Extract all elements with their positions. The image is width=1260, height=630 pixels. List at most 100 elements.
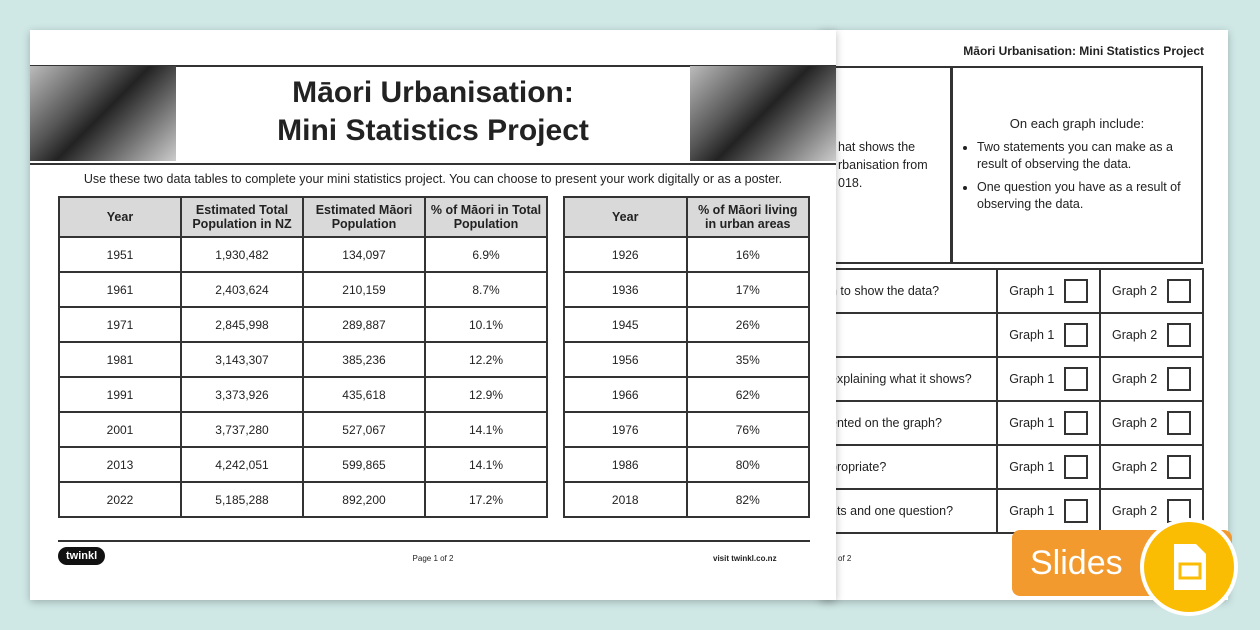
row: 2013 4,242,051 599,865 14.1%	[58, 446, 548, 483]
instructions: Use these two data tables to complete yo…	[83, 172, 783, 186]
option-cell: Graph 2	[1101, 358, 1202, 400]
row: 2001 3,737,280 527,067 14.1%	[58, 411, 548, 448]
checklist-row: h to show the data? Graph 1 Graph 2	[820, 270, 1202, 314]
title-band	[30, 65, 836, 165]
checkbox[interactable]	[1167, 367, 1192, 391]
option-label: Graph 2	[1112, 460, 1158, 474]
cell: 134,097	[302, 236, 426, 273]
option-label: Graph 2	[1112, 372, 1158, 386]
checkbox[interactable]	[1064, 323, 1089, 347]
row: 1945 26%	[563, 306, 810, 343]
row: 1966 62%	[563, 376, 810, 413]
cell: 1976	[563, 411, 688, 448]
site-link: visit twinkl.co.nz	[713, 554, 777, 563]
checkbox[interactable]	[1167, 323, 1192, 347]
cell: 1966	[563, 376, 688, 413]
option-cell: Graph 1	[998, 446, 1102, 488]
cell: 14.1%	[424, 446, 548, 483]
checklist-row: nts and one question? Graph 1 Graph 2	[820, 490, 1202, 534]
option-label: Graph 1	[1009, 504, 1055, 518]
checkbox[interactable]	[1064, 455, 1089, 479]
back-header: Māori Urbanisation: Mini Statistics Proj…	[963, 44, 1204, 58]
back-page: Māori Urbanisation: Mini Statistics Proj…	[820, 30, 1228, 600]
cell: 80%	[685, 446, 810, 483]
cell: 5,185,288	[180, 481, 304, 518]
header-row: Year Estimated Total Population in NZ Esti…	[58, 196, 548, 238]
option-label: Graph 2	[1112, 416, 1158, 430]
text-fragment: 018.	[838, 176, 863, 190]
left-box-text: hat shows the rbanisation from 018.	[838, 138, 928, 192]
bullet: One question you have as a result of obs…	[977, 179, 1191, 213]
option-cell: Graph 1	[998, 358, 1102, 400]
row: 1971 2,845,998 289,887 10.1%	[58, 306, 548, 343]
cell: 26%	[685, 306, 810, 343]
row: 1991 3,373,926 435,618 12.9%	[58, 376, 548, 413]
bullet-list: Two statements you can make as a result …	[959, 139, 1191, 213]
cell: 17.2%	[424, 481, 548, 518]
option-label: Graph 1	[1009, 416, 1055, 430]
checkbox[interactable]	[1064, 411, 1089, 435]
cell: 12.2%	[424, 341, 548, 378]
header-cell: Estimated Māori Population	[302, 196, 426, 238]
text-fragment: hat shows the	[838, 140, 916, 154]
cell: 385,236	[302, 341, 426, 378]
title: Māori Urbanisation: Mini Statistics Proj…	[176, 74, 690, 150]
cell: 14.1%	[424, 411, 548, 448]
cell: 2013	[58, 446, 182, 483]
option-cell: Graph 2	[1101, 402, 1202, 444]
question-cell: nts and one question?	[820, 490, 999, 532]
cell: 1956	[563, 341, 688, 378]
header-cell: Year	[563, 196, 688, 238]
cell: 527,067	[302, 411, 426, 448]
cell: 1961	[58, 271, 182, 308]
header-row: Year% of Māori living in urban areas	[563, 196, 810, 238]
carving-image	[30, 66, 176, 161]
question: nts and one question?	[830, 504, 954, 518]
question-cell: ented on the graph?	[820, 402, 999, 444]
checkbox[interactable]	[1167, 411, 1192, 435]
option-cell: Graph 1	[998, 490, 1102, 532]
checkbox[interactable]	[1064, 279, 1089, 303]
header-cell: Year	[58, 196, 182, 238]
cell: 82%	[685, 481, 810, 518]
checkbox[interactable]	[1167, 279, 1192, 303]
question: h to show the data?	[830, 284, 940, 298]
cell: 1,930,482	[180, 236, 304, 273]
cell: 1986	[563, 446, 688, 483]
option-cell: Graph 2	[1101, 446, 1202, 488]
urban-table: Year% of Māori living in urban areas 1926…	[563, 196, 810, 518]
cell: 2022	[58, 481, 182, 518]
icon	[1174, 544, 1206, 590]
row: 1936 17%	[563, 271, 810, 308]
question: propriate?	[830, 460, 887, 474]
cell: 1991	[58, 376, 182, 413]
text-fragment: rbanisation from	[838, 158, 928, 172]
bullet: Two statements you can make as a result …	[977, 139, 1191, 173]
option-cell: Graph 1	[998, 402, 1102, 444]
cell: 3,737,280	[180, 411, 304, 448]
population-table: Year Estimated Total Population in NZ Esti…	[58, 196, 548, 518]
row: 1981 3,143,307 385,236 12.2%	[58, 341, 548, 378]
cell: 1951	[58, 236, 182, 273]
checklist-row: propriate? Graph 1 Graph 2	[820, 446, 1202, 490]
checklist-row: ented on the graph? Graph 1 Graph 2	[820, 402, 1202, 446]
option-cell: Graph 1	[998, 314, 1102, 356]
checkbox[interactable]	[1167, 455, 1192, 479]
right-box: On each graph include: Two statements yo…	[951, 66, 1203, 264]
row: 2018 82%	[563, 481, 810, 518]
checklist: h to show the data? Graph 1 Graph 2 Graph 1…	[820, 268, 1204, 534]
option-cell: Graph 2	[1101, 314, 1202, 356]
cell: 435,618	[302, 376, 426, 413]
cell: 17%	[685, 271, 810, 308]
header-cell: % of Māori living in urban areas	[685, 196, 810, 238]
slides-icon	[1140, 518, 1238, 616]
cell: 289,887	[302, 306, 426, 343]
question-cell	[820, 314, 999, 356]
title-line: Mini Statistics Project	[277, 114, 589, 147]
checkbox[interactable]	[1064, 499, 1089, 523]
header-cell: % of Māori in Total Population	[424, 196, 548, 238]
logo: twinkl	[58, 547, 106, 565]
right-box-title: On each graph include:	[1009, 116, 1145, 131]
question-cell: h to show the data?	[820, 270, 999, 312]
checkbox[interactable]	[1064, 367, 1089, 391]
